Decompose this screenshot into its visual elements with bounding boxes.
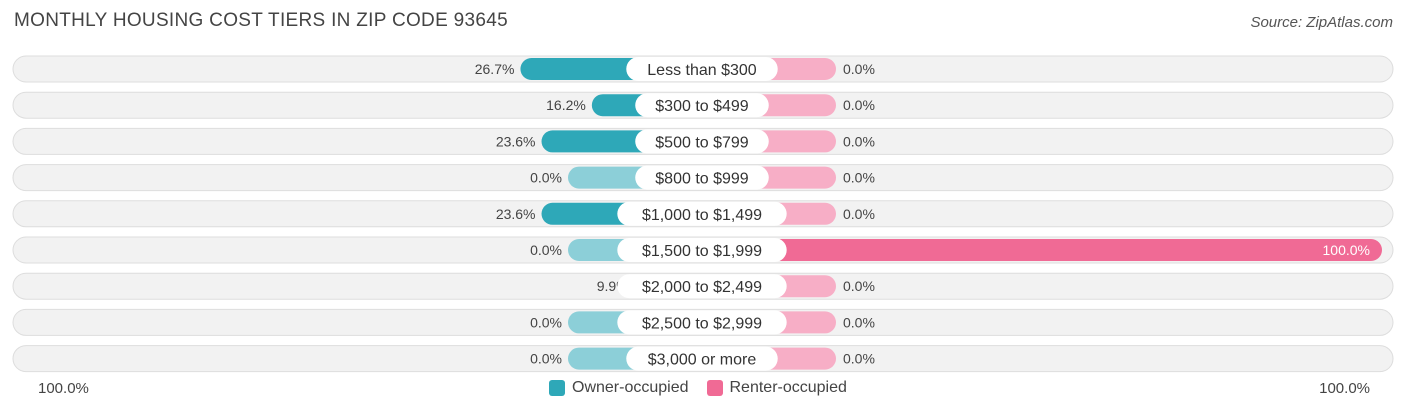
category-label: $800 to $999 [655, 171, 749, 188]
label-owner-value: 16.2% [546, 97, 586, 113]
category-pill [635, 93, 769, 118]
category-label: $300 to $499 [655, 98, 749, 115]
label-owner-value: 0.0% [530, 314, 562, 330]
axis-right-label: 100.0% [1319, 380, 1370, 397]
legend-item-renter: Renter-occupied [706, 379, 847, 397]
category-pill [617, 274, 787, 299]
category-pill [617, 238, 787, 262]
label-renter-value: 0.0% [843, 351, 875, 367]
category-label: Less than $300 [647, 62, 757, 79]
chart-source: Source: ZipAtlas.com [1250, 14, 1393, 31]
category-label: $2,500 to $2,999 [642, 315, 762, 332]
category-pill [626, 346, 778, 371]
bar-renter-occupied [702, 239, 1382, 261]
diverging-bar-chart: 26.7% 0.0% Less than $300 16.2% 0.0% $300 to … [12, 55, 1394, 373]
legend-swatch-renter [706, 380, 723, 396]
category-pill [617, 201, 787, 226]
label-owner-value: 0.0% [530, 242, 562, 258]
axis-left-label: 100.0% [38, 380, 89, 397]
legend-item-owner: Owner-occupied [549, 379, 689, 397]
label-renter-value: 0.0% [843, 97, 875, 113]
label-owner-value: 23.6% [496, 206, 536, 222]
label-renter-value: 0.0% [843, 278, 875, 294]
label-owner-value: 0.0% [530, 351, 562, 367]
legend-label-owner: Owner-occupied [572, 379, 689, 396]
category-label: $3,000 or more [648, 352, 757, 369]
legend: Owner-occupied Renter-occupied [549, 379, 847, 397]
legend-swatch-owner [549, 380, 565, 396]
label-owner-value: 23.6% [496, 133, 536, 149]
label-owner-value: 0.0% [530, 170, 562, 186]
label-renter-value: 0.0% [843, 61, 875, 77]
label-renter-value: 0.0% [843, 206, 875, 222]
chart-title: MONTHLY HOUSING COST TIERS IN ZIP CODE 9… [14, 10, 508, 31]
category-label: $1,000 to $1,499 [642, 207, 762, 224]
category-label: $500 to $799 [655, 134, 749, 151]
category-label: $2,000 to $2,499 [642, 279, 762, 296]
category-pill [617, 310, 787, 335]
label-renter-value: 100.0% [1323, 242, 1370, 258]
category-pill [626, 57, 778, 81]
label-renter-value: 0.0% [843, 133, 875, 149]
category-label: $1,500 to $1,999 [642, 243, 762, 260]
label-renter-value: 0.0% [843, 170, 875, 186]
legend-label-renter: Renter-occupied [729, 379, 847, 396]
label-renter-value: 0.0% [843, 314, 875, 330]
category-pill [635, 165, 769, 190]
category-pill [635, 129, 769, 154]
label-owner-value: 26.7% [475, 61, 515, 77]
